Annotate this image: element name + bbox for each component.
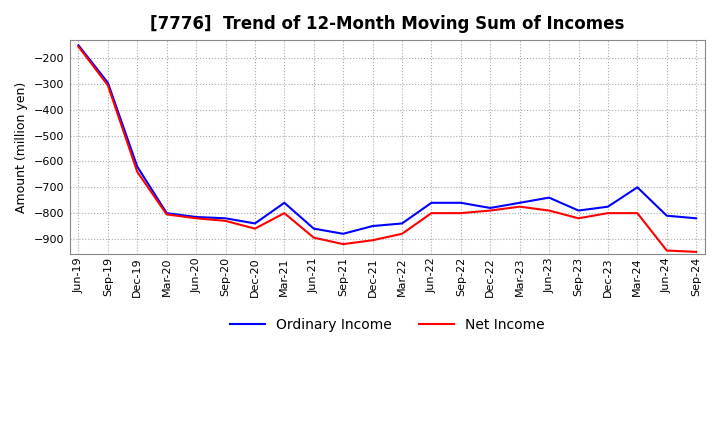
Ordinary Income [516,200,524,205]
Net Income [221,218,230,224]
Net Income [633,210,642,216]
Ordinary Income [192,214,200,220]
Line: Ordinary Income: Ordinary Income [78,45,696,234]
Net Income [339,242,348,247]
Ordinary Income [574,208,582,213]
Ordinary Income [251,221,259,226]
Net Income [456,210,465,216]
Net Income [397,231,406,236]
Net Income [574,216,582,221]
Net Income [133,169,142,174]
Ordinary Income [692,216,701,221]
Net Income [486,208,495,213]
Net Income [368,238,377,243]
Net Income [516,204,524,209]
Net Income [163,212,171,217]
Y-axis label: Amount (million yen): Amount (million yen) [15,82,28,213]
Net Income [251,226,259,231]
Ordinary Income [427,200,436,205]
Net Income [427,210,436,216]
Net Income [310,235,318,240]
Ordinary Income [545,195,554,200]
Line: Net Income: Net Income [78,47,696,252]
Ordinary Income [163,210,171,216]
Ordinary Income [603,204,612,209]
Ordinary Income [368,224,377,229]
Net Income [545,208,554,213]
Ordinary Income [280,200,289,205]
Ordinary Income [74,43,83,48]
Ordinary Income [456,200,465,205]
Ordinary Income [397,221,406,226]
Ordinary Income [104,80,112,85]
Net Income [104,83,112,88]
Ordinary Income [486,205,495,211]
Net Income [692,249,701,254]
Ordinary Income [633,185,642,190]
Ordinary Income [662,213,671,218]
Net Income [280,210,289,216]
Net Income [192,216,200,221]
Ordinary Income [133,164,142,169]
Net Income [603,210,612,216]
Title: [7776]  Trend of 12-Month Moving Sum of Incomes: [7776] Trend of 12-Month Moving Sum of I… [150,15,624,33]
Net Income [74,44,83,49]
Legend: Ordinary Income, Net Income: Ordinary Income, Net Income [225,312,550,337]
Ordinary Income [310,226,318,231]
Ordinary Income [221,216,230,221]
Ordinary Income [339,231,348,236]
Net Income [662,248,671,253]
